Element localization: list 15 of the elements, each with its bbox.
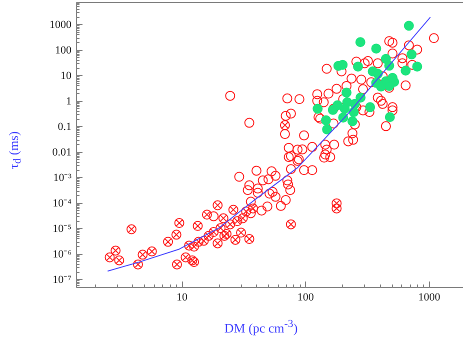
y-tick-label: 1 [66, 95, 72, 108]
y-tick-label: 10⁻⁷ [52, 274, 72, 286]
x-tick-label: 10 [176, 292, 188, 304]
y-tick-label: 1000 [50, 18, 72, 31]
y-tick-label: 10⁻⁴ [52, 197, 72, 210]
y-tick-label: 100 [55, 44, 72, 56]
y-tick-label: 10 [60, 70, 72, 82]
y-tick-label: 0.1 [58, 120, 72, 133]
y-tick-label: 0.01 [52, 146, 72, 158]
y-tick-label: 10⁻⁶ [52, 248, 72, 260]
x-tick-label: 100 [297, 292, 314, 304]
y-tick-label: 10⁻³ [53, 172, 72, 184]
x-axis-title: DM (pc cm$^{-3}$) [224, 317, 298, 338]
x-tick-label: 1000 [418, 292, 441, 304]
y-tick-label: 10⁻⁵ [52, 222, 72, 235]
